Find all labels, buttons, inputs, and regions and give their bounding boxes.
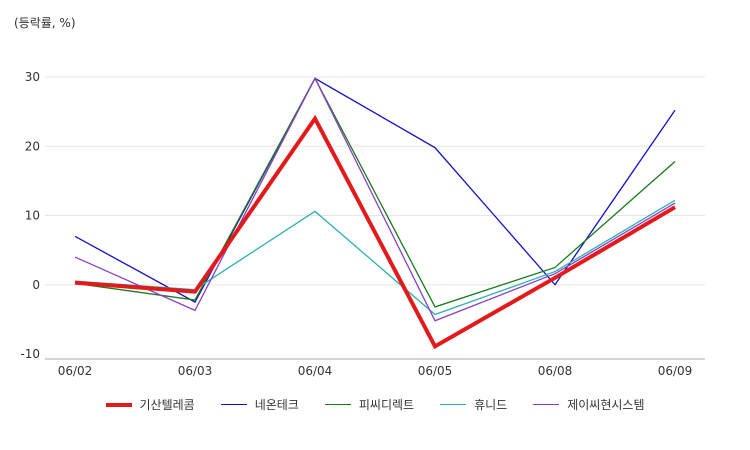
legend-label: 휴니드	[474, 398, 508, 412]
legend-swatch	[533, 404, 560, 405]
x-tick-label: 06/09	[658, 364, 693, 378]
x-tick-label: 06/02	[58, 364, 93, 378]
legend-label: 기산텔레콤	[139, 398, 195, 412]
legend-item[interactable]: 제이씨현시스템	[533, 396, 644, 413]
grid-lines	[45, 76, 705, 286]
y-tick-label: 20	[25, 139, 40, 153]
y-tick-label: 0	[32, 278, 40, 292]
legend-swatch	[324, 404, 351, 405]
series-line	[74, 77, 676, 303]
legend-item[interactable]: 네온테크	[220, 396, 299, 413]
y-tick-label: 30	[25, 70, 40, 84]
series-line	[74, 76, 676, 322]
x-tick-label: 06/04	[298, 364, 333, 378]
x-tick-label: 06/05	[418, 364, 453, 378]
x-tick-label: 06/03	[178, 364, 213, 378]
legend-item[interactable]: 휴니드	[440, 396, 507, 413]
chart-legend: 기산텔레콤 네온테크 피씨디렉트 휴니드 제이씨현시스템	[0, 396, 750, 413]
legend-swatch	[440, 404, 467, 405]
legend-label: 제이씨현시스템	[567, 398, 645, 412]
y-axis-unit-label: (등락률, %)	[14, 16, 76, 30]
y-tick-label: -10	[20, 347, 40, 361]
legend-swatch	[220, 404, 247, 405]
series-line	[74, 77, 676, 308]
legend-label: 피씨디렉트	[358, 398, 415, 412]
series-line	[74, 114, 677, 350]
tick-labels: 30 20 10 0 -10 06/02 06/03 06/04 06/05 06/08 06/09	[20, 70, 692, 378]
legend-item[interactable]: 피씨디렉트	[324, 396, 415, 413]
x-tick-label: 06/08	[538, 364, 573, 378]
series-lines	[74, 76, 677, 350]
legend-swatch	[105, 402, 132, 407]
legend-label: 네온테크	[254, 398, 299, 412]
y-tick-label: 10	[25, 209, 40, 223]
legend-item[interactable]: 기산텔레콤	[105, 396, 195, 413]
